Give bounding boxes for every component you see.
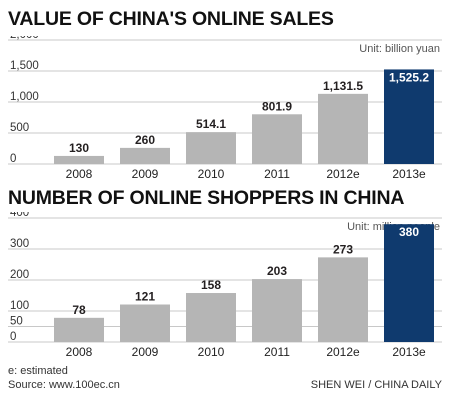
- credit-text: SHEN WEI / CHINA DAILY: [310, 379, 442, 391]
- bar: [54, 317, 104, 342]
- bar: [318, 257, 368, 342]
- data-label: 158: [201, 278, 221, 292]
- bar: [384, 224, 434, 342]
- x-tick-label: 2008: [66, 345, 93, 359]
- x-tick-label: 2009: [132, 167, 159, 181]
- y-tick-label: 500: [10, 122, 29, 134]
- bar: [186, 293, 236, 342]
- unit-label: Unit: billion yuan: [359, 43, 440, 55]
- x-tick-label: 2010: [198, 345, 225, 359]
- x-tick-label: 2008: [66, 167, 93, 181]
- data-label: 203: [267, 264, 287, 278]
- bar: [318, 93, 368, 164]
- bar: [384, 69, 434, 164]
- x-tick-label: 2010: [198, 167, 225, 181]
- online-sales-bar-chart: 0 500 1,000 1,500 2,000 Unit: billion yuan 130…: [8, 36, 442, 181]
- y-tick-label: 50: [10, 316, 23, 328]
- data-label: 130: [69, 141, 89, 155]
- x-tick-label: 2013e: [392, 167, 426, 181]
- bar: [252, 279, 302, 342]
- y-tick-label: 200: [10, 269, 29, 281]
- data-label: 1,525.2: [389, 70, 429, 84]
- y-tick-label: 400: [10, 212, 29, 219]
- data-label: 1,131.5: [323, 79, 363, 93]
- data-label: 121: [135, 289, 155, 303]
- bar: [120, 147, 170, 164]
- bar: [120, 304, 170, 342]
- y-tick-label: 0: [10, 331, 16, 343]
- x-tick-label: 2013e: [392, 345, 426, 359]
- data-label: 273: [333, 242, 353, 256]
- data-label: 380: [399, 225, 419, 239]
- data-label: 801.9: [262, 99, 292, 113]
- estimate-note: e: estimated: [8, 365, 68, 377]
- y-tick-label: 2,000: [10, 36, 39, 41]
- y-tick-label: 100: [10, 300, 29, 312]
- data-label: 260: [135, 133, 155, 147]
- bar: [186, 132, 236, 164]
- data-label: 514.1: [196, 117, 226, 131]
- y-tick-label: 0: [10, 153, 16, 165]
- chart-title-online-shoppers: NUMBER OF ONLINE SHOPPERS IN CHINA: [8, 187, 405, 209]
- x-tick-label: 2011: [264, 167, 290, 181]
- chart-title-online-sales: VALUE OF CHINA'S ONLINE SALES: [8, 8, 334, 30]
- x-tick-label: 2012e: [326, 167, 360, 181]
- bar: [252, 114, 302, 164]
- data-label: 78: [72, 303, 86, 317]
- x-tick-label: 2012e: [326, 345, 360, 359]
- y-tick-label: 1,500: [10, 60, 39, 72]
- y-tick-label: 300: [10, 238, 29, 250]
- source-text: Source: www.100ec.cn: [8, 379, 120, 391]
- x-tick-label: 2009: [132, 345, 159, 359]
- x-tick-label: 2011: [264, 345, 290, 359]
- bar: [54, 155, 104, 164]
- y-tick-label: 1,000: [10, 91, 39, 103]
